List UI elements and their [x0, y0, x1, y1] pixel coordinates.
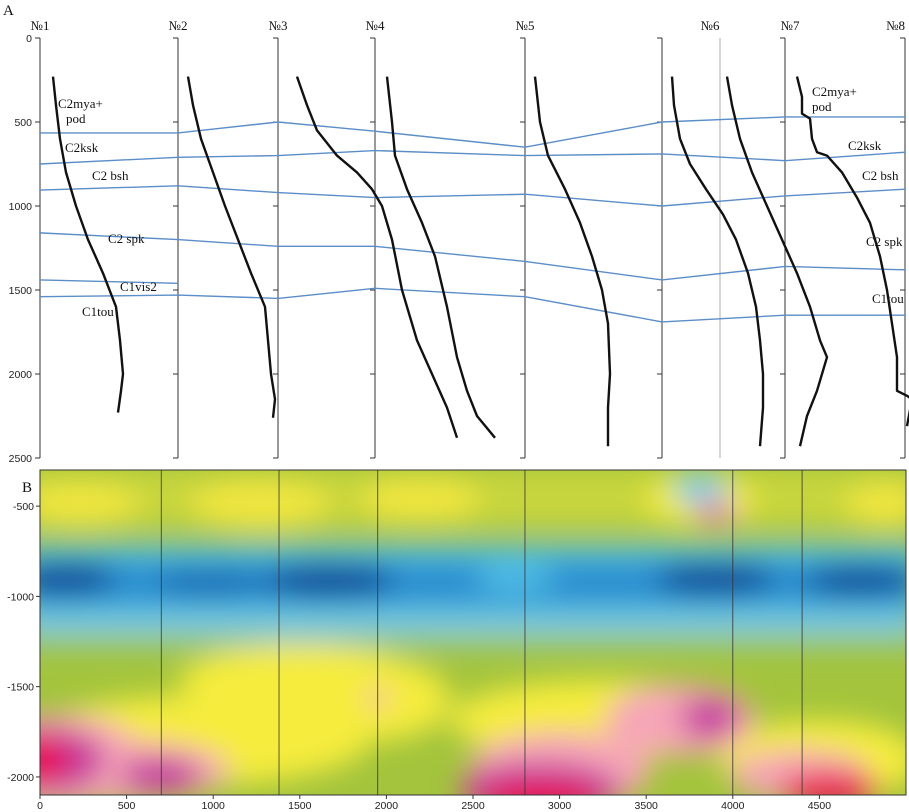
horizon-label: C2ksk: [65, 140, 99, 155]
heatmap-well-lines: [160, 470, 803, 795]
well-label: №7: [781, 18, 800, 33]
heatmap-x-tick-label: 1000: [202, 800, 226, 812]
log-curves: [51, 76, 909, 447]
well-label: №5: [516, 18, 535, 33]
log-curve: [51, 76, 125, 413]
heatmap-x-tick-label: 2000: [375, 800, 399, 812]
heatmap-x-ticks: 0 500 1000 1500 2000 2500 3000 3500 4000 4500: [37, 795, 831, 812]
well-log-panel: 0 500 1000 1500 2000 2500 №1 №2 №3 №4 №5 №6 №7 №8 C2…: [9, 18, 909, 465]
well-label: №4: [366, 18, 385, 33]
horizon-label-right: C2ksk: [848, 138, 882, 153]
panel-b-label: B: [22, 480, 32, 496]
heatmap-x-tick-label: 3500: [635, 800, 659, 812]
log-curve: [533, 76, 612, 447]
horizon-label-right: C2mya+: [812, 84, 857, 99]
well-label: №2: [169, 18, 188, 33]
horizon-line: [39, 149, 906, 165]
heatmap-y-tick-label: -1000: [7, 591, 34, 603]
log-curve: [186, 76, 277, 418]
depth-tick-label: 0: [26, 33, 32, 45]
heatmap-y-tick-label: -2000: [7, 772, 34, 784]
depth-tick-label: 1500: [9, 285, 33, 297]
horizon-label-right: C1tou: [872, 291, 904, 306]
well-label: №3: [269, 18, 288, 33]
horizon-line: [39, 232, 906, 281]
horizon-label-right: C2 spk: [866, 234, 903, 249]
horizon-line: [39, 185, 906, 207]
heatmap-x-tick-label: 2500: [461, 800, 485, 812]
horizon-label: C2 spk: [108, 231, 145, 246]
heatmap-x-tick-label: 4500: [808, 800, 832, 812]
well-lines: [173, 37, 906, 459]
depth-tick-label: 1000: [9, 201, 33, 213]
heatmap-x-tick-label: 3000: [548, 800, 572, 812]
heatmap-x-tick-label: 1500: [288, 800, 312, 812]
horizon-line: [40, 116, 905, 148]
horizon-label-right: pod: [812, 99, 832, 114]
horizon-label-right: C2 bsh: [862, 168, 899, 183]
heatmap-x-tick-label: 0: [37, 800, 43, 812]
heatmap-y-ticks: -500 -1000 -1500 -2000: [7, 501, 40, 784]
horizon-label: C1vis2: [120, 279, 157, 294]
depth-tick-label: 2500: [9, 453, 33, 465]
horizon-line: [39, 279, 179, 284]
well-label: №1: [31, 18, 50, 33]
horizon-label: C2 bsh: [92, 168, 129, 183]
heatmap-fields: [40, 470, 906, 795]
log-curve: [795, 76, 909, 427]
log-curve: [295, 76, 459, 439]
horizon-label: pod: [66, 111, 86, 126]
heatmap-x-tick-label: 500: [118, 800, 136, 812]
well-labels: №1 №2 №3 №4 №5 №6 №7 №8: [31, 18, 905, 33]
heatmap-y-tick-label: -500: [13, 501, 34, 513]
horizon-label: C1tou: [82, 304, 114, 319]
panel-a-label: A: [3, 3, 14, 19]
horizon-line: [39, 287, 905, 323]
log-curve: [670, 76, 765, 447]
heatmap-y-tick-label: -1500: [7, 682, 34, 694]
heatmap-x-tick-label: 4000: [721, 800, 745, 812]
log-curve: [385, 76, 496, 439]
depth-tick-label: 2000: [9, 369, 33, 381]
horizon-label: C2mya+: [58, 96, 103, 111]
log-curve: [725, 76, 829, 447]
horizon-lines: [39, 116, 906, 323]
well-label: №8: [886, 18, 905, 33]
depth-tick-label: 500: [14, 117, 32, 129]
depth-ticks: 0 500 1000 1500 2000 2500: [9, 33, 40, 465]
well-label: №6: [701, 18, 720, 33]
heatmap-panel: -500 -1000 -1500 -2000 0 500 1000 1500 2000 2500…: [7, 469, 907, 812]
